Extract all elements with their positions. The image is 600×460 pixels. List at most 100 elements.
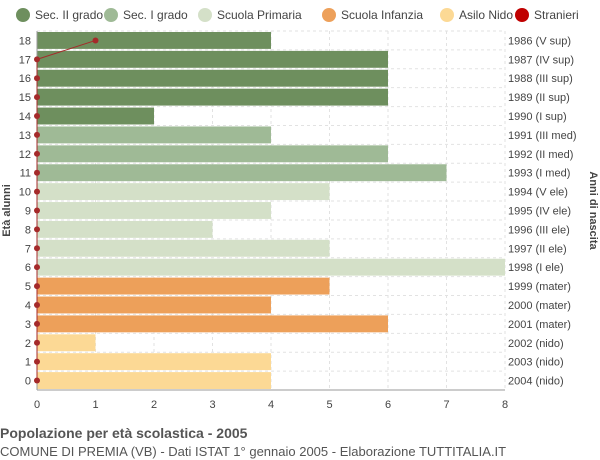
stranieri-point [34,245,40,252]
bar-age-5 [37,277,330,295]
birth-year-label: 1999 (mater) [508,281,571,293]
birth-year-label: 1995 (IV ele) [508,206,571,218]
y-tick-label: 3 [25,319,31,331]
y-tick-label: 6 [25,262,31,274]
y-tick-label: 1 [25,357,31,369]
y-tick-label: 2 [25,338,31,350]
bar-age-4 [37,296,271,314]
legend-marker [104,8,118,22]
legend-label: Sec. I grado [123,8,188,22]
birth-year-label: 1993 (I med) [508,168,570,180]
stranieri-point [34,75,40,82]
x-tick-label: 3 [209,399,215,411]
y-tick-label: 13 [19,130,31,142]
birth-year-label: 2004 (nido) [508,376,564,388]
bar-age-7 [37,239,330,257]
bar-age-12 [37,145,388,163]
y-tick-label: 5 [25,281,31,293]
legend-label: Asilo Nido [459,8,513,22]
birth-year-label: 1997 (II ele) [508,243,567,255]
stranieri-point [34,56,40,63]
x-tick-label: 4 [268,399,274,411]
y-tick-label: 8 [25,224,31,236]
legend-label: Sec. II grado [35,8,103,22]
birth-year-label: 2003 (nido) [508,357,564,369]
legend-label: Scuola Primaria [217,8,302,22]
x-tick-label: 8 [502,399,508,411]
y-tick-label: 12 [19,149,31,161]
y-tick-label: 14 [19,111,31,123]
birth-year-label: 2001 (mater) [508,319,571,331]
stranieri-point [34,358,40,365]
x-tick-label: 6 [385,399,391,411]
y-axis-title-left: Età alunni [1,184,13,237]
stranieri-point [92,37,99,44]
stranieri-point [34,377,40,384]
stranieri-point [34,264,40,271]
stranieri-point [34,207,40,214]
birth-year-label: 1990 (I sup) [508,111,567,123]
stranieri-point [34,131,40,138]
birth-year-label: 1991 (III med) [508,130,576,142]
stranieri-point [34,226,40,233]
y-tick-label: 0 [25,376,31,388]
stranieri-point [34,94,40,101]
bar-age-13 [37,126,271,144]
birth-year-label: 1987 (IV sup) [508,54,574,66]
chart-title: Popolazione per età scolastica - 2005 [0,425,248,441]
bar-age-14 [37,107,154,125]
stranieri-point [34,339,40,346]
birth-year-label: 1989 (II sup) [508,92,570,104]
bar-age-16 [37,69,388,87]
stranieri-point [34,113,40,120]
bar-age-1 [37,353,271,371]
bar-age-6 [37,258,505,276]
bar-age-0 [37,372,271,389]
stranieri-point [34,283,40,290]
y-tick-label: 4 [25,300,31,312]
bar-age-3 [37,315,388,333]
legend-marker [440,8,454,22]
birth-year-label: 1988 (III sup) [508,73,573,85]
bar-age-9 [37,202,271,219]
x-tick-label: 7 [443,399,449,411]
legend-marker [322,8,336,22]
chart-source: COMUNE DI PREMIA (VB) - Dati ISTAT 1° ge… [0,444,507,459]
legend-label: Stranieri [534,8,579,22]
bar-age-11 [37,164,447,182]
y-tick-label: 15 [19,92,31,104]
bar-age-8 [37,220,213,238]
stranieri-point [34,150,40,157]
legend-marker [16,8,30,22]
birth-year-label: 1994 (V ele) [508,187,568,199]
bar-age-17 [37,50,388,68]
bar-age-15 [37,88,388,106]
birth-year-label: 2000 (mater) [508,300,571,312]
bar-age-2 [37,334,96,352]
y-tick-label: 11 [20,168,31,180]
birth-year-label: 1996 (III ele) [508,224,570,236]
y-axis-title-right: Anni di nascita [587,171,599,250]
chart: 0 1 2 3 4 5 6 7 81817161514131211109876543210198… [1,8,599,411]
y-tick-label: 10 [19,187,31,199]
x-tick-label: 0 [34,399,40,411]
birth-year-label: 1986 (V sup) [508,35,571,47]
bar-age-18 [37,32,271,49]
legend-label: Scuola Infanzia [341,8,423,22]
y-tick-label: 18 [19,35,31,47]
y-tick-label: 16 [19,73,31,85]
legend-marker [515,8,529,22]
stranieri-point [34,169,40,176]
y-tick-label: 7 [25,243,31,255]
birth-year-label: 1998 (I ele) [508,262,564,274]
birth-year-label: 1992 (II med) [508,149,573,161]
legend-marker [198,8,212,22]
x-tick-label: 2 [151,399,157,411]
birth-year-label: 2002 (nido) [508,338,564,350]
stranieri-point [34,301,40,308]
bar-age-10 [37,183,330,201]
y-tick-label: 17 [19,54,31,66]
x-tick-label: 1 [92,399,98,411]
y-tick-label: 9 [25,206,31,218]
stranieri-point [34,188,40,195]
